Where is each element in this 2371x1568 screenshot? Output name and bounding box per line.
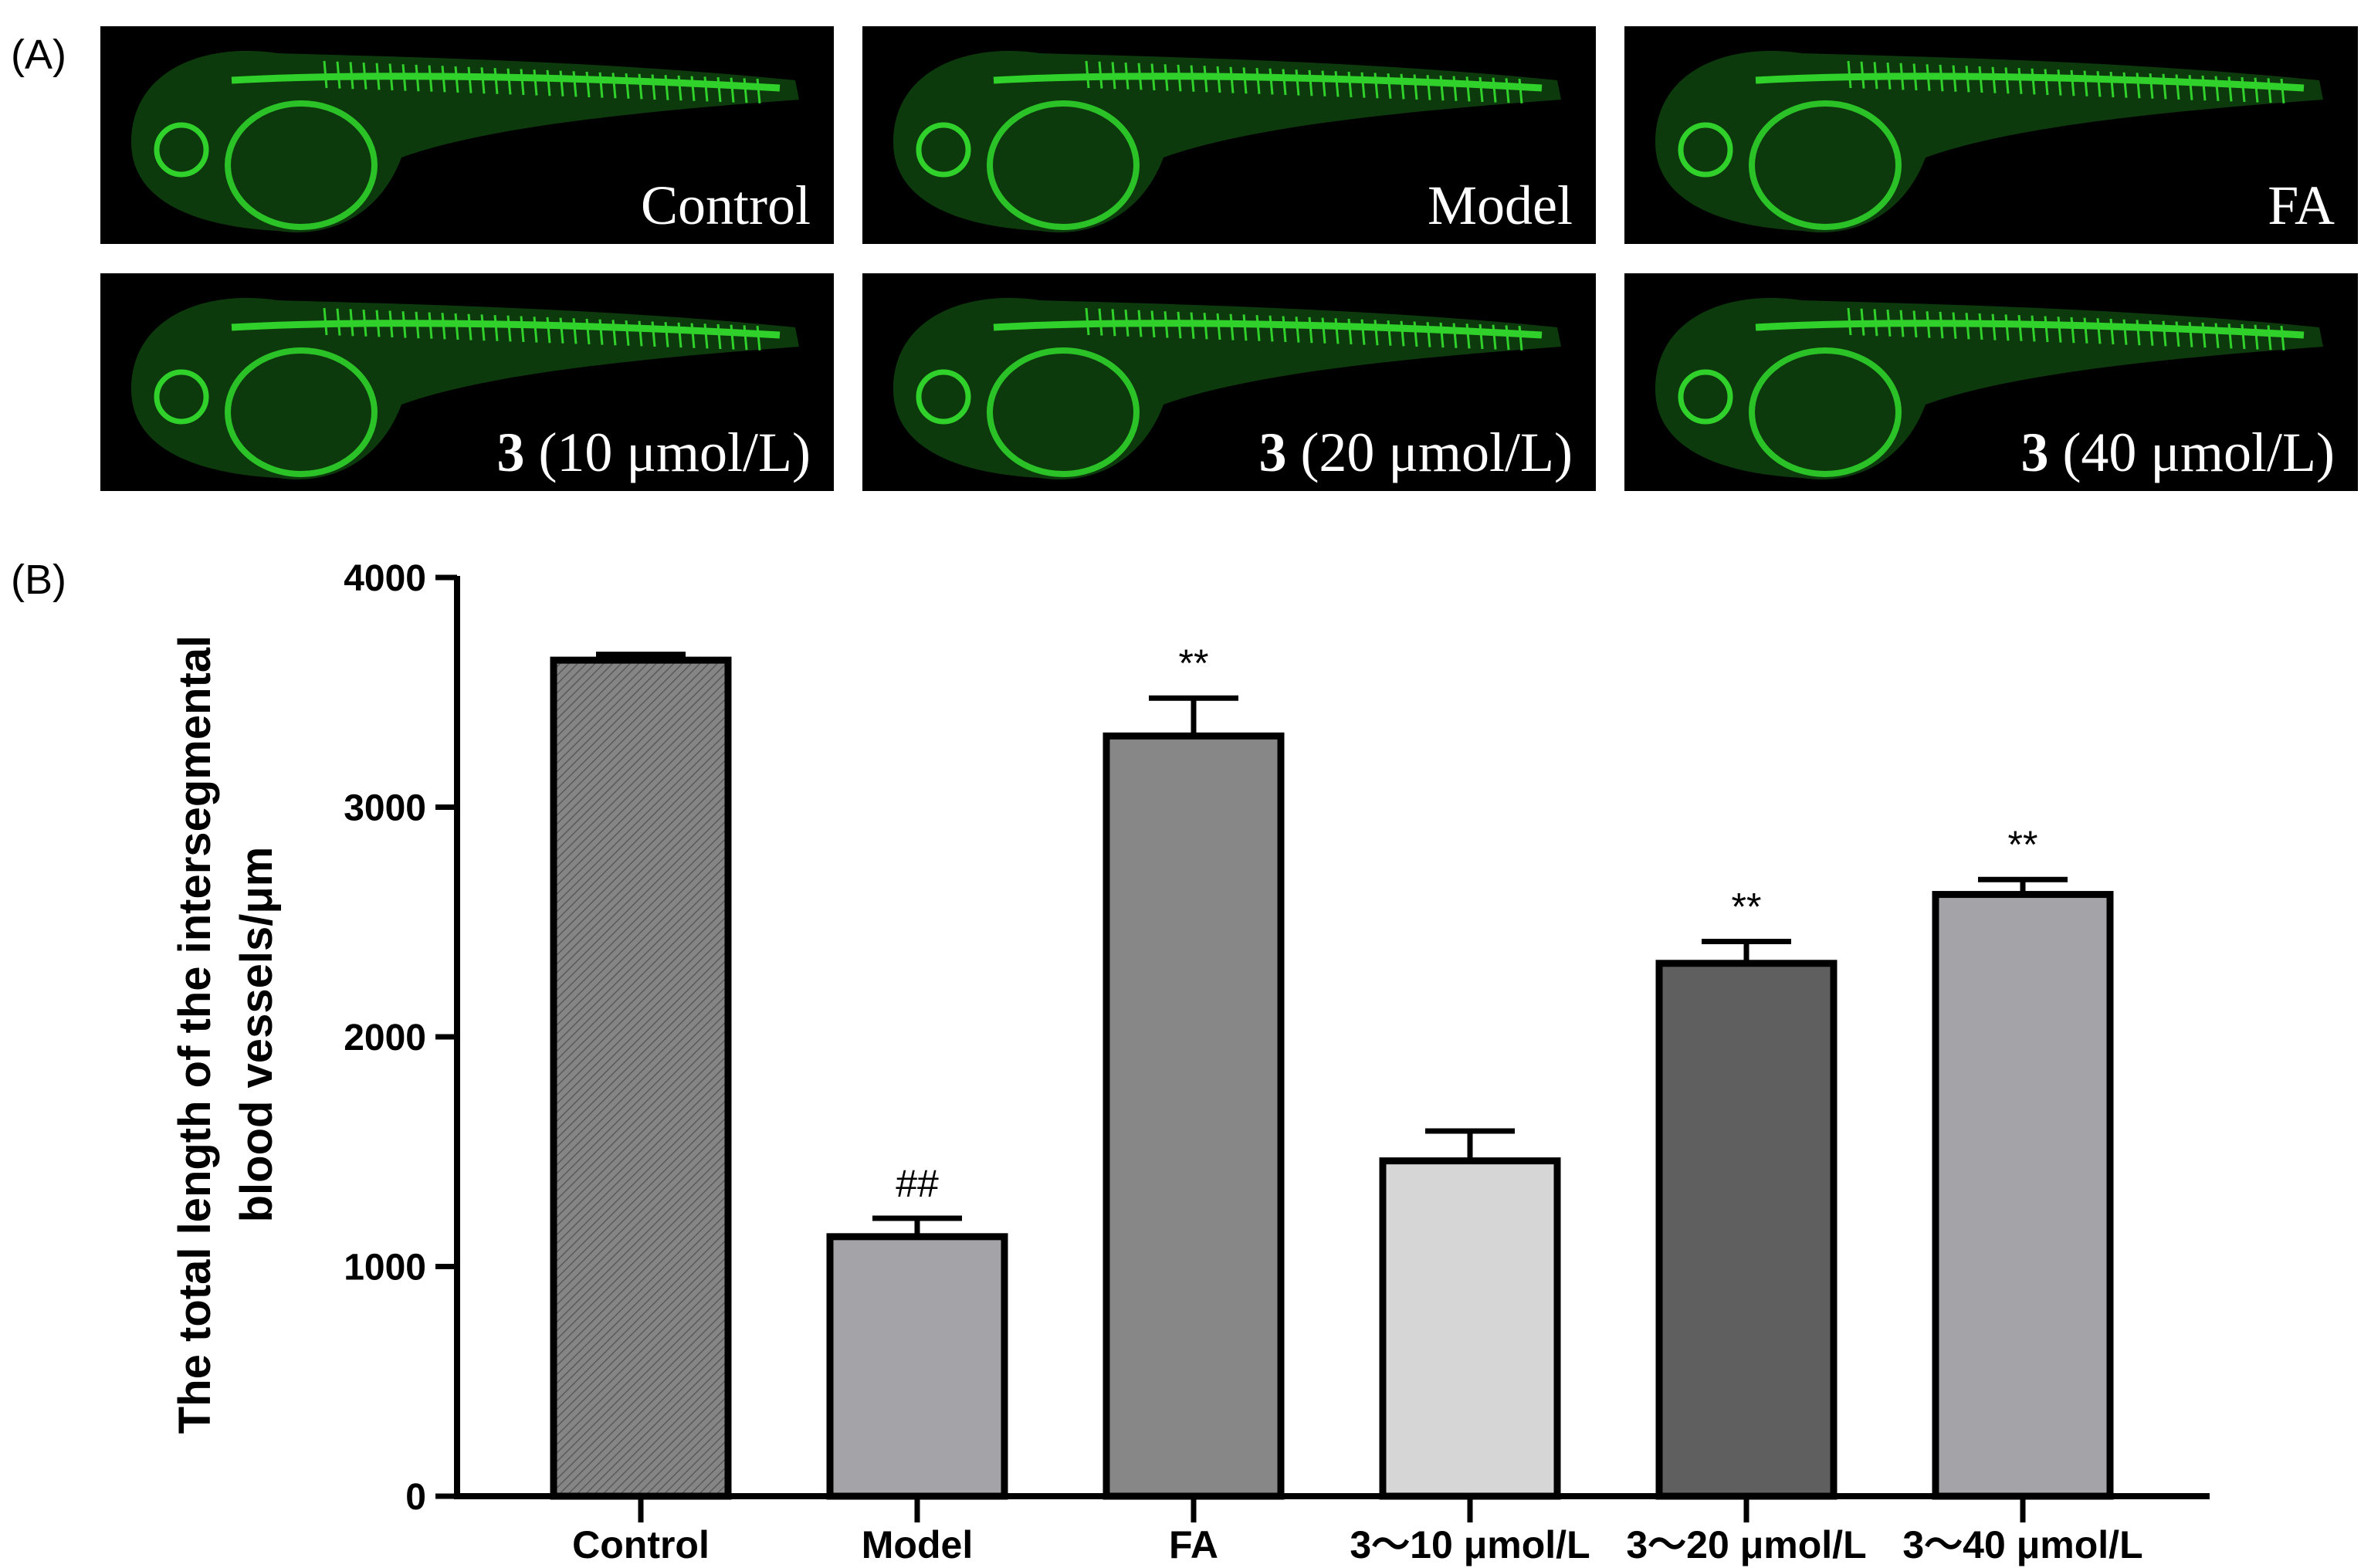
bar xyxy=(550,656,732,1500)
micrograph-caption: Control xyxy=(641,174,811,238)
micrograph-caption: 3 (10 μmol/L) xyxy=(496,421,811,485)
micrograph-6: 3 (40 μmol/L) xyxy=(1624,273,2358,491)
y-axis-label: blood vessels/μm xyxy=(232,847,282,1223)
x-tick-label: 3～40 μmol/L xyxy=(1902,1523,2142,1566)
y-tick-label: 2000 xyxy=(344,1018,426,1058)
compound-number: 3 xyxy=(1258,422,1287,483)
y-tick-label: 4000 xyxy=(344,558,426,599)
panel-b-label: (B) xyxy=(11,557,66,603)
x-tick-label: 3～20 μmol/L xyxy=(1626,1523,1866,1566)
bar xyxy=(1932,891,2114,1500)
caption-text: FA xyxy=(2268,174,2335,236)
micrograph-grid: Control Model FA 3 (10 μmol/L) 3 (20 μmol/L)… xyxy=(100,26,2359,493)
significance-marker: ## xyxy=(896,1162,939,1205)
y-tick-label: 3000 xyxy=(344,788,426,829)
x-tick-label: Model xyxy=(862,1523,973,1566)
bar xyxy=(1379,1157,1561,1500)
micrograph-2: Model xyxy=(862,26,1596,244)
caption-text: (10 μmol/L) xyxy=(524,422,811,483)
zebrafish-larva-image xyxy=(893,50,1561,233)
zebrafish-larva-image xyxy=(1655,50,2323,233)
caption-text: Model xyxy=(1428,174,1573,236)
micrograph-caption: 3 (40 μmol/L) xyxy=(2020,421,2335,485)
bar xyxy=(1103,732,1285,1500)
x-tick-label: FA xyxy=(1169,1523,1218,1566)
bar xyxy=(1655,960,1838,1500)
caption-text: Control xyxy=(640,174,811,236)
y-tick-label: 1000 xyxy=(344,1248,426,1289)
x-tick-label: Control xyxy=(572,1523,710,1566)
zebrafish-larva-image xyxy=(131,297,799,480)
zebrafish-larva-image xyxy=(131,50,799,233)
caption-text: (20 μmol/L) xyxy=(1286,422,1573,483)
bar xyxy=(826,1233,1008,1500)
panel-a-label: (A) xyxy=(11,32,66,78)
x-tick-label: 3～10 μmol/L xyxy=(1350,1523,1590,1566)
significance-marker: ** xyxy=(2008,823,2038,866)
compound-number: 3 xyxy=(496,422,525,483)
y-axis-label: The total length of the intersegmental xyxy=(170,635,220,1434)
y-tick-label: 0 xyxy=(405,1477,426,1518)
micrograph-1: Control xyxy=(100,26,834,244)
micrograph-5: 3 (20 μmol/L) xyxy=(862,273,1596,491)
zebrafish-larva-image xyxy=(1655,297,2323,480)
micrograph-3: FA xyxy=(1624,26,2358,244)
micrograph-caption: Model xyxy=(1428,174,1573,238)
caption-text: (40 μmol/L) xyxy=(2048,422,2335,483)
significance-marker: ** xyxy=(1732,886,1762,929)
compound-number: 3 xyxy=(2020,422,2049,483)
micrograph-4: 3 (10 μmol/L) xyxy=(100,273,834,491)
micrograph-caption: 3 (20 μmol/L) xyxy=(1258,421,1573,485)
significance-marker: ** xyxy=(1179,642,1209,685)
micrograph-caption: FA xyxy=(2268,174,2335,238)
zebrafish-larva-image xyxy=(893,297,1561,480)
